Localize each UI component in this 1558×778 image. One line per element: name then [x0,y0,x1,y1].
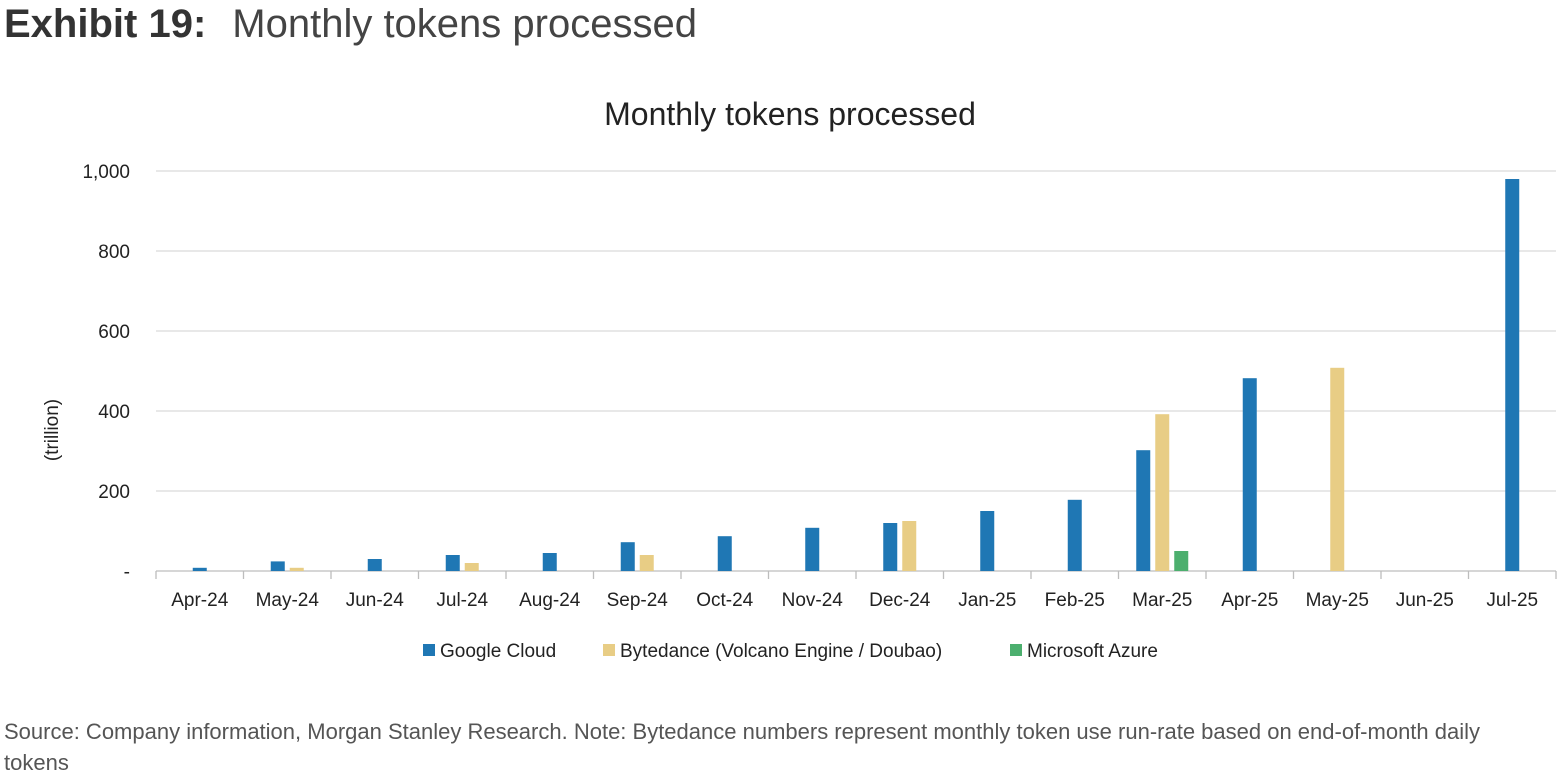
bar-google-cloud-may-24 [270,561,285,571]
legend: Google Cloud Bytedance (Volcano Engine / … [423,641,1158,662]
bar-google-cloud-apr-24 [192,567,207,571]
x-tick-label: Jan-25 [958,590,1016,611]
bar-google-cloud-apr-25 [1242,378,1257,571]
y-tick-labels: - 200 400 600 800 1,000 [82,162,130,583]
bar-bytedance-may-25 [1330,367,1345,571]
bar-microsoft-azure-mar-25 [1174,551,1189,571]
x-tick-label: Sep-24 [607,590,669,611]
exhibit-header: Exhibit 19: Monthly tokens processed [4,0,697,48]
x-tick-label: Nov-24 [782,590,844,611]
legend-label-microsoft-azure: Microsoft Azure [1027,641,1158,662]
x-tick-label: Jul-24 [436,590,488,611]
exhibit-title: Monthly tokens processed [232,1,697,46]
x-tick-label: Aug-24 [519,590,581,611]
x-tick-label: May-25 [1306,590,1369,611]
bar-bytedance-dec-24 [902,521,917,571]
bar-bytedance-may-24 [289,567,304,571]
legend-swatch-bytedance [603,644,615,656]
y-tick-label: 800 [98,242,130,263]
y-tick-label: 1,000 [82,162,130,183]
x-tick-label: Jun-25 [1396,590,1454,611]
x-tick-label: Mar-25 [1132,590,1192,611]
bar-google-cloud-sep-24 [620,542,635,571]
x-tick-label: Apr-24 [171,590,228,611]
y-tick-label: 200 [98,482,130,503]
bar-bytedance-sep-24 [639,555,654,571]
bar-google-cloud-jul-25 [1505,179,1520,571]
bars [192,179,1520,571]
x-tick-label: Jun-24 [346,590,405,611]
bar-bytedance-mar-25 [1155,414,1170,571]
y-tick-label: - [124,562,130,583]
y-tick-label: 400 [98,402,130,423]
bar-google-cloud-dec-24 [883,523,898,571]
x-tick-label: Apr-25 [1221,590,1278,611]
x-tick-label: May-24 [256,590,320,611]
x-tick-label: Feb-25 [1045,590,1105,611]
bar-google-cloud-jun-24 [367,559,382,571]
x-tick-labels: Apr-24 May-24 Jun-24 Jul-24 Aug-24 Sep-24 Oct-… [155,571,1557,611]
exhibit-label: Exhibit 19: [4,1,207,46]
legend-swatch-microsoft-azure [1010,644,1022,656]
bar-bytedance-jul-24 [464,563,479,571]
bar-google-cloud-nov-24 [805,527,820,571]
legend-label-google-cloud: Google Cloud [440,641,556,662]
bar-google-cloud-feb-25 [1067,499,1082,571]
bar-google-cloud-jul-24 [445,555,460,571]
bar-chart: Monthly tokens processed (trillion) - 200… [42,96,1557,662]
legend-label-bytedance: Bytedance (Volcano Engine / Doubao) [620,641,942,662]
bar-google-cloud-mar-25 [1136,450,1151,571]
legend-swatch-google-cloud [423,644,435,656]
y-tick-label: 600 [98,322,130,343]
y-axis-label: (trillion) [42,399,63,461]
bar-google-cloud-aug-24 [542,553,557,571]
x-tick-label: Dec-24 [869,590,931,611]
bar-google-cloud-oct-24 [717,536,732,571]
x-tick-label: Jul-25 [1486,590,1538,611]
x-tick-label: Oct-24 [696,590,753,611]
bar-google-cloud-jan-25 [980,511,995,571]
source-footnote: Source: Company information, Morgan Stan… [4,719,1481,775]
chart-title: Monthly tokens processed [604,96,976,132]
gridlines [156,170,1556,572]
